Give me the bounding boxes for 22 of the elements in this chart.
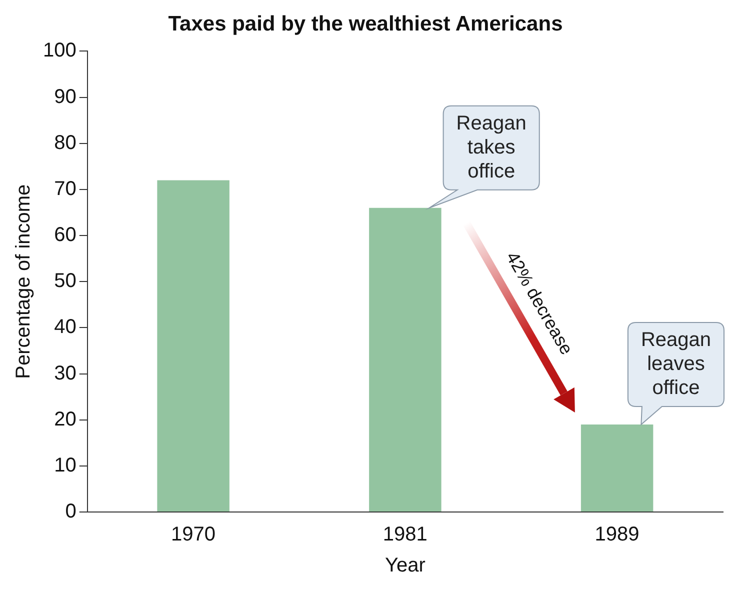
bar [369,208,442,512]
x-tick-label: 1981 [382,524,428,546]
y-tick-label: 100 [42,40,76,62]
y-tick-label: 40 [54,316,76,338]
x-axis-title: Year [384,554,426,577]
y-tick-label: 90 [54,86,76,108]
y-tick-label: 30 [54,362,76,384]
y-tick-label: 60 [54,224,76,246]
y-tick-label: 70 [54,178,76,200]
y-tick-label: 0 [65,500,76,523]
y-tick-label: 80 [54,132,76,154]
annotation: Reagan leaves office [640,328,711,399]
bar [157,180,230,512]
y-axis-title: Percentage of income [12,184,35,379]
annotation: Reagan takes office [456,112,526,182]
y-tick-label: 50 [54,270,76,292]
y-tick-label: 20 [54,408,76,430]
y-tick-label: 10 [54,454,76,476]
x-tick-label: 1989 [594,524,640,546]
chart-title: Taxes paid by the wealthiest Americans [168,12,563,36]
bar [580,424,654,512]
x-tick-label: 1970 [171,524,216,546]
